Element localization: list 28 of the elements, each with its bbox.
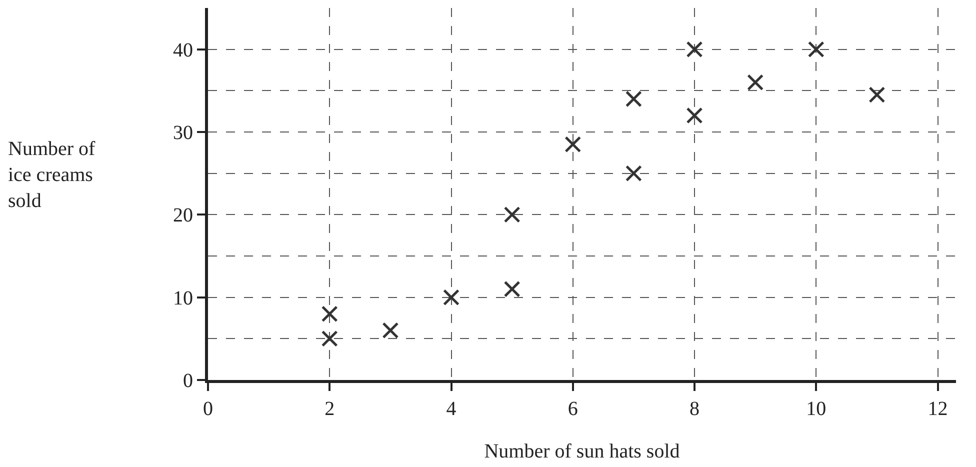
x-tick-label: 10: [806, 398, 826, 420]
x-tick-label: 2: [324, 398, 335, 420]
x-tick-label: 0: [203, 398, 213, 420]
point: [808, 41, 824, 58]
y-tick-label: 0: [183, 370, 193, 392]
point: [625, 90, 642, 108]
x-axis-title: Number of sun hats sold: [484, 440, 680, 462]
y-tick-label: 30: [173, 122, 193, 144]
point: [321, 306, 338, 322]
y-tick-label: 20: [173, 204, 193, 227]
point: [686, 41, 703, 58]
point: [321, 330, 338, 347]
point: [747, 74, 764, 91]
point: [504, 206, 520, 223]
x-tick-label: 6: [568, 398, 578, 420]
point: [564, 136, 582, 153]
point: [504, 280, 520, 298]
y-axis-title: Number of ice creams sold: [8, 138, 96, 212]
x-tick-label: 4: [446, 398, 456, 420]
point: [382, 322, 399, 339]
point: [868, 86, 886, 104]
point: [625, 165, 642, 182]
x-tick-label: 12: [928, 398, 948, 420]
x-tick-label: 8: [690, 398, 700, 420]
y-tick-label: 10: [173, 287, 193, 310]
point: [686, 107, 703, 124]
y-tick-label: 40: [173, 39, 193, 62]
point: [443, 289, 460, 306]
